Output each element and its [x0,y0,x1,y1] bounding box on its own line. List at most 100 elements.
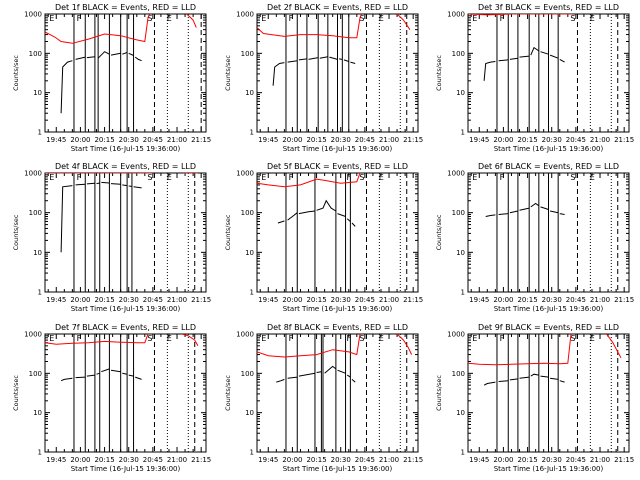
events-line [298,372,316,377]
flag-label: F [347,173,352,182]
x-tick-label: 19:45 [46,136,66,144]
y-tick-label: 1000 [236,11,254,19]
x-tick-label: 20:45 [355,456,375,464]
y-tick-label: 1 [250,289,254,297]
panel-title: Det 1f BLACK = Events, RED = LLD [55,3,196,12]
x-tick-label: 21:15 [403,296,423,304]
y-axis-label: Counts/sec [435,375,443,411]
events-line [110,52,121,56]
events-line [351,379,356,383]
events-line [519,207,530,211]
events-line [483,61,496,81]
flag-label: F [77,173,82,182]
events-line [277,220,285,224]
events-line [549,54,559,59]
x-tick-label: 20:45 [143,296,163,304]
x-tick-label: 20:00 [282,456,302,464]
x-tick-label: 21:00 [379,136,399,144]
panel-title: Det 5f BLACK = Events, RED = LLD [267,162,408,171]
series-group [45,173,198,253]
panel-det-6: Det 6f BLACK = Events, RED = LLD 1 10 100 10… [435,162,634,313]
x-tick-label: 21:15 [191,456,211,464]
events-line [346,218,351,222]
x-tick-label: 20:00 [282,136,302,144]
x-tick-label: 20:15 [94,136,114,144]
x-tick-label: 20:45 [566,136,586,144]
plot-frame [44,333,207,453]
x-tick-label: 20:00 [493,456,513,464]
events-line [498,59,509,62]
x-tick-label: 21:00 [379,296,399,304]
panel-title: Det 7f BLACK = Events, RED = LLD [55,323,196,332]
events-line [559,380,565,383]
flag-label: F [77,14,82,23]
y-axis-label: Counts/sec [435,55,443,91]
x-tick-label: 21:15 [403,456,423,464]
flag-label: E [261,334,266,343]
y-tick-label: 1000 [447,11,465,19]
flag-label: E [379,14,384,23]
panel-det-2: Det 2f BLACK = Events, RED = LLD 1 10 100 10… [224,3,423,153]
y-tick-label: 1000 [447,170,465,178]
events-line [86,56,95,59]
x-tick-label: 20:30 [331,296,351,304]
flag-label: F [289,334,294,343]
flag-label: E [167,14,172,23]
series-group [257,173,361,227]
panel-det-8: Det 8f BLACK = Events, RED = LLD 1 10 100 10… [224,323,423,473]
events-line [509,210,519,214]
events-line [133,186,142,189]
y-axis-label: Counts/sec [435,214,443,250]
x-tick-label: 21:15 [614,296,634,304]
x-tick-label: 20:30 [542,456,562,464]
flag-label: S [147,14,152,23]
events-line [122,184,128,187]
x-axis-label: Start Time (16-Jul-15 19:36:00) [71,145,181,153]
events-line [339,58,343,60]
lld-line [257,14,363,39]
x-tick-label: 20:00 [493,136,513,144]
y-tick-label: 1000 [447,331,465,339]
panel-title: Det 2f BLACK = Events, RED = LLD [267,3,408,12]
flag-label: S [359,334,364,343]
lld-line [257,173,361,188]
y-tick-label: 1 [250,129,254,137]
events-line [351,222,356,227]
flag-label: F [289,14,294,23]
flag-label: E [590,173,595,182]
panel-det-9: Det 9f BLACK = Events, RED = LLD 1 10 100 10… [435,323,634,473]
panel-title: Det 6f BLACK = Events, RED = LLD [478,162,619,171]
x-tick-label: 21:00 [590,296,610,304]
series-group [257,14,411,86]
flag-label: F [500,14,505,23]
panel-det-5: Det 5f BLACK = Events, RED = LLD 1 10 100 10… [224,162,423,313]
x-tick-label: 21:00 [167,456,187,464]
events-line [272,62,285,86]
y-tick-label: 1000 [24,331,42,339]
y-tick-label: 100 [29,50,42,58]
events-line [337,369,346,374]
x-tick-label: 20:30 [331,456,351,464]
events-line [308,57,319,60]
events-line [550,377,559,380]
events-line [509,378,518,381]
flag-label: S [570,14,575,23]
y-tick-label: 1 [38,449,42,457]
panel-title: Det 4f BLACK = Events, RED = LLD [55,162,196,171]
y-tick-label: 1 [461,449,465,457]
x-tick-label: 21:15 [191,296,211,304]
panel-det-4: Det 4f BLACK = Events, RED = LLD 1 10 100 10… [12,162,211,313]
x-tick-label: 19:45 [258,136,278,144]
events-line [96,372,100,375]
x-tick-label: 20:00 [493,296,513,304]
lld-line [396,334,413,355]
events-line [549,210,559,214]
x-tick-label: 21:15 [614,136,634,144]
y-tick-label: 10 [245,89,254,97]
x-tick-label: 19:45 [469,136,489,144]
x-axis-label: Start Time (16-Jul-15 19:36:00) [71,305,181,313]
x-tick-label: 20:15 [517,456,537,464]
flag-label: E [472,14,477,23]
events-line [101,181,110,184]
